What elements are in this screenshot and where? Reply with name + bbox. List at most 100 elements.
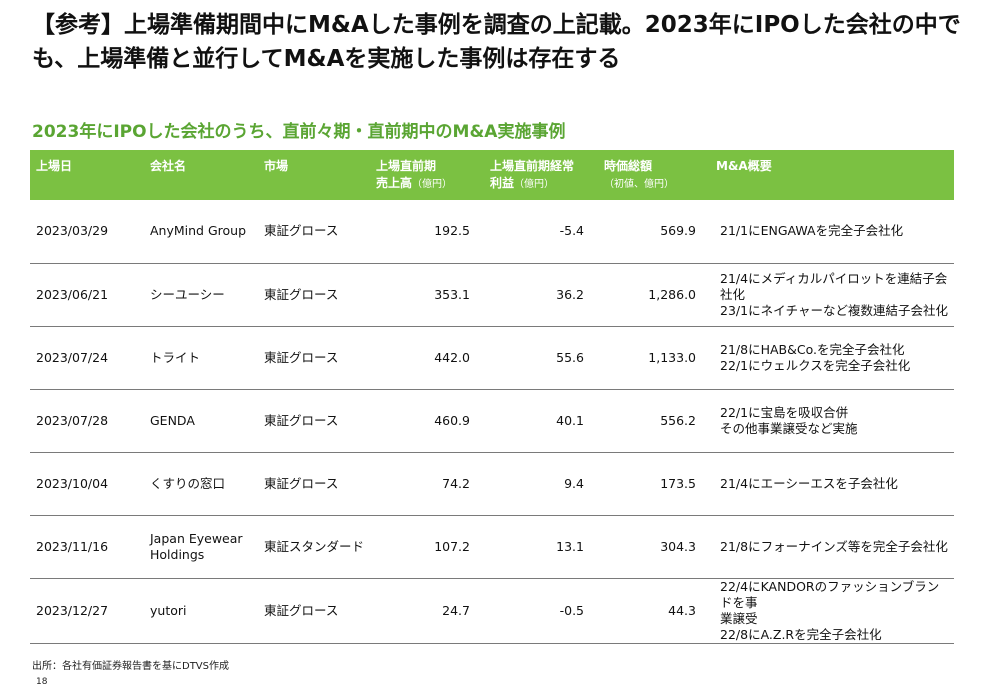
company-name-cell-text: AnyMind Group [150, 223, 247, 239]
market-cap-cell: 44.3 [598, 578, 710, 644]
company-name-cell-text: yutori [150, 602, 187, 618]
column-header-label: 時価総額 [604, 159, 653, 173]
source-note: 出所：各社有価証券報告書を基にDTVS作成 [32, 661, 229, 672]
sales-cell: 107.2 [370, 515, 484, 579]
listing-date-cell: 2023/03/29 [30, 200, 144, 264]
ordinary-profit-cell: 40.1 [484, 389, 598, 453]
market-cap-cell-text: 44.3 [668, 602, 696, 618]
listing-date-cell-text: 2023/07/24 [36, 349, 109, 365]
market-cap-cell: 1,286.0 [598, 263, 710, 327]
market-cell: 東証グロース [258, 263, 370, 327]
ma-summary-cell-text: 22/1に宝島を吸収合併 [720, 404, 849, 420]
listing-date-cell-text: 2023/07/28 [36, 412, 109, 428]
market-cap-cell: 1,133.0 [598, 326, 710, 390]
column-header-label: 上場日 [36, 159, 73, 173]
table-row: 2023/10/04 くすりの窓口 東証グロース 74.2 9.4 173.5 21/4にエ… [30, 452, 954, 516]
column-header-label-line2: 利益 [490, 176, 515, 190]
column-header: 上場直前期 売上高（億円） [370, 150, 484, 200]
ordinary-profit-cell: 9.4 [484, 452, 598, 516]
sales-cell: 353.1 [370, 263, 484, 327]
table-row: 2023/07/24 トライト 東証グロース 442.0 55.6 1,133.0 21/8… [30, 326, 954, 390]
market-cap-cell-text: 569.9 [660, 223, 696, 239]
listing-date-cell: 2023/06/21 [30, 263, 144, 327]
sales-cell-text: 192.5 [434, 223, 470, 239]
sales-cell: 74.2 [370, 452, 484, 516]
column-header-unit: （初値、億円） [604, 179, 674, 190]
sales-cell-text: 107.2 [434, 538, 470, 554]
ma-summary-cell-text: 21/4にメディカルパイロットを連結子会社化 [720, 270, 948, 302]
ordinary-profit-cell: 36.2 [484, 263, 598, 327]
ordinary-profit-cell-text: -0.5 [559, 602, 584, 618]
ordinary-profit-cell-text: 55.6 [556, 349, 584, 365]
column-header: 上場直前期経常 利益（億円） [484, 150, 598, 200]
ordinary-profit-cell: 13.1 [484, 515, 598, 579]
listing-date-cell-text: 2023/12/27 [36, 602, 109, 618]
column-header-unit: （億円） [412, 179, 453, 190]
market-cap-cell: 173.5 [598, 452, 710, 516]
column-header-label: 会社名 [150, 159, 187, 173]
table-row: 2023/03/29 AnyMind Group 東証グロース 192.5 -5.4 56… [30, 200, 954, 264]
table-row: 2023/06/21 シーユーシー 東証グロース 353.1 36.2 1,286.0 21… [30, 263, 954, 327]
column-header: 会社名 [144, 150, 258, 200]
ordinary-profit-cell-text: 9.4 [564, 475, 584, 491]
listing-date-cell-text: 2023/03/29 [36, 223, 109, 239]
ordinary-profit-cell: 55.6 [484, 326, 598, 390]
market-cap-cell-text: 556.2 [660, 412, 696, 428]
ma-summary-cell: 21/4にメディカルパイロットを連結子会社化 23/1にネイチャーなど複数連結子会… [710, 263, 954, 327]
company-name-cell-text: Holdings [150, 546, 205, 562]
market-cap-cell-text: 173.5 [660, 475, 696, 491]
table-body: 2023/03/29 AnyMind Group 東証グロース 192.5 -5.4 56… [30, 200, 954, 644]
market-cell-text: 東証グロース [264, 602, 339, 618]
market-cell: 東証グロース [258, 326, 370, 390]
ordinary-profit-cell: -0.5 [484, 578, 598, 644]
company-name-cell-text: シーユーシー [150, 286, 225, 302]
table-header-row: 上場日 会社名 市場 上場直前期 売上高（億円） 上場直前期経常 利益（億円） 時価総額 （初値… [30, 150, 954, 200]
ma-summary-cell: 21/1にENGAWAを完全子会社化 [710, 200, 954, 264]
company-name-cell-text: くすりの窓口 [150, 475, 226, 491]
ordinary-profit-cell: -5.4 [484, 200, 598, 264]
sales-cell-text: 353.1 [434, 286, 470, 302]
market-cell-text: 東証グロース [264, 349, 339, 365]
ma-summary-cell-text: 21/8にHAB&Co.を完全子会社化 [720, 341, 905, 357]
ordinary-profit-cell-text: -5.4 [559, 223, 584, 239]
company-name-cell-text: GENDA [150, 412, 195, 428]
company-name-cell: AnyMind Group [144, 200, 258, 264]
ma-summary-cell-text: 業譲受 [720, 610, 758, 626]
market-cell-text: 東証スタンダード [264, 538, 365, 554]
market-cap-cell: 304.3 [598, 515, 710, 579]
listing-date-cell: 2023/07/24 [30, 326, 144, 390]
ma-summary-cell: 22/1に宝島を吸収合併 その他事業譲受など実施 [710, 389, 954, 453]
market-cell-text: 東証グロース [264, 475, 339, 491]
sales-cell: 24.7 [370, 578, 484, 644]
page-title: 【参考】上場準備期間中にM&Aした事例を調査の上記載。2023年にIPOした会社… [32, 12, 961, 72]
sales-cell: 192.5 [370, 200, 484, 264]
ma-summary-cell-text: 21/1にENGAWAを完全子会社化 [720, 223, 904, 239]
ma-summary-cell-text: 22/4にKANDORのファッションブランドを事 [720, 578, 940, 610]
sales-cell-text: 74.2 [442, 475, 470, 491]
company-name-cell: yutori [144, 578, 258, 644]
market-cell: 東証スタンダード [258, 515, 370, 579]
ma-summary-cell-text: その他事業譲受など実施 [720, 420, 858, 436]
column-header: 時価総額 （初値、億円） [598, 150, 710, 200]
company-name-cell: GENDA [144, 389, 258, 453]
market-cell-text: 東証グロース [264, 412, 339, 428]
sales-cell: 442.0 [370, 326, 484, 390]
company-name-cell: Japan Eyewear Holdings [144, 515, 258, 579]
listing-date-cell: 2023/11/16 [30, 515, 144, 579]
company-name-cell: トライト [144, 326, 258, 390]
column-header-label: M&A概要 [716, 159, 772, 173]
company-name-cell: シーユーシー [144, 263, 258, 327]
ordinary-profit-cell-text: 40.1 [556, 412, 584, 428]
listing-date-cell-text: 2023/06/21 [36, 286, 109, 302]
ma-summary-cell: 21/8にフォーナインズ等を完全子会社化 [710, 515, 954, 579]
table-row: 2023/11/16 Japan Eyewear Holdings 東証スタンダード 1… [30, 515, 954, 579]
column-header: M&A概要 [710, 150, 954, 200]
listing-date-cell: 2023/10/04 [30, 452, 144, 516]
ma-summary-cell: 21/4にエーシーエスを子会社化 [710, 452, 954, 516]
market-cell-text: 東証グロース [264, 223, 339, 239]
ma-summary-cell: 21/8にHAB&Co.を完全子会社化 22/1にウェルクスを完全子会社化 [710, 326, 954, 390]
market-cell: 東証グロース [258, 200, 370, 264]
market-cell: 東証グロース [258, 389, 370, 453]
page-number: 18 [36, 677, 48, 687]
market-cap-cell-text: 304.3 [660, 538, 696, 554]
